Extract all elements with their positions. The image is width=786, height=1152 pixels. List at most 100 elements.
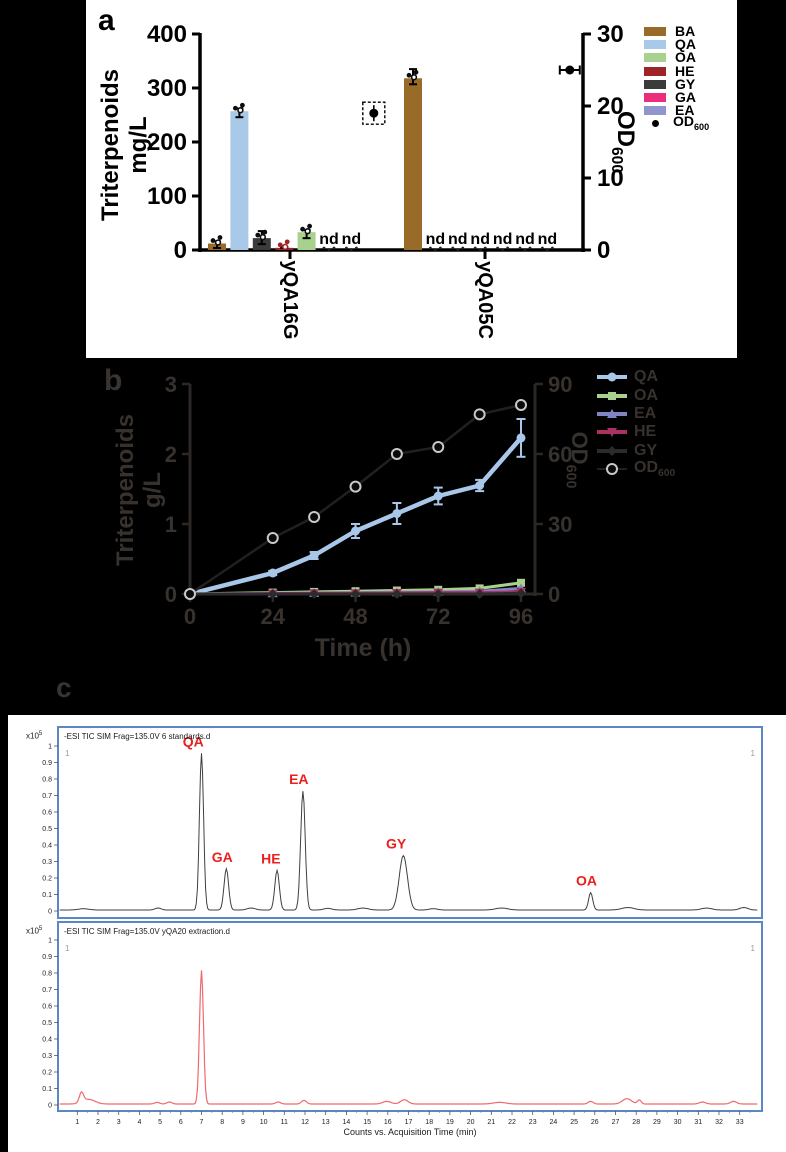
x-tick-label: 24 <box>261 604 286 629</box>
y-tick-label: 0.2 <box>42 876 52 883</box>
x-tick-label: 5 <box>158 1119 162 1126</box>
legend-label: OD600 <box>634 459 676 480</box>
legend-label: QA <box>634 368 658 386</box>
nd-label: nd <box>426 231 446 248</box>
legend-marker-qa <box>597 372 627 382</box>
x-tick-label: 0 <box>184 604 196 629</box>
legend-marker-gy <box>597 445 627 456</box>
bar-qa <box>230 111 249 250</box>
legend-row-he: HE <box>596 423 675 441</box>
replicate-dot-open <box>214 239 222 246</box>
x-tick-label: 26 <box>591 1119 599 1126</box>
legend-marker-oa <box>597 391 627 400</box>
y-left-tick-label: 0 <box>174 237 187 264</box>
x-tick-label: 2 <box>96 1119 100 1126</box>
replicate-dot <box>240 102 245 108</box>
legend-row-gy: GY <box>596 442 675 460</box>
legend-label: BA <box>675 23 696 40</box>
nd-zero-dot <box>461 246 465 250</box>
legend-label: QA <box>675 36 696 53</box>
replicate-dot <box>307 223 312 229</box>
marker-qa <box>309 551 319 560</box>
y-tick-label: 0.8 <box>42 971 52 978</box>
x-tick-label: 32 <box>715 1119 723 1126</box>
x-tick-label: 15 <box>363 1119 371 1126</box>
panel-b-y-right-title: OD600 <box>562 431 592 489</box>
nd-zero-dot <box>528 246 532 250</box>
x-tick-label: 31 <box>694 1119 702 1126</box>
x-tick-label: 27 <box>612 1119 620 1126</box>
replicate-dot <box>210 238 216 243</box>
y-left-tick-label: 200 <box>147 129 187 156</box>
legend-row-ea: EA <box>644 103 709 117</box>
legend-label: OD600 <box>673 112 710 132</box>
marker-gy <box>350 589 361 599</box>
x-tick-label: 23 <box>529 1119 537 1126</box>
y-left-tick-label: 2 <box>165 442 177 467</box>
x-tick-label: 16 <box>384 1119 392 1126</box>
peak-label-ea: EA <box>289 771 308 787</box>
panel-b-x-title: Time (h) <box>314 634 412 662</box>
marker-qa <box>351 526 360 536</box>
legend-row-ea: EA <box>596 405 675 423</box>
color-swatch-ba <box>644 27 666 37</box>
y-right-tick-label: 30 <box>548 512 572 537</box>
x-tick-label: 10 <box>260 1119 268 1126</box>
x-tick-label: 11 <box>281 1119 288 1126</box>
panel-b-y-left-title: Triterpenoids g/L <box>112 413 166 567</box>
y-tick-label: 0.9 <box>42 760 52 767</box>
nd-zero-dot <box>355 246 358 250</box>
bar-ba <box>404 78 422 250</box>
panel-b-letter: b <box>104 364 123 397</box>
nd-zero-dot <box>483 246 487 250</box>
y-right-tick-label: 0 <box>597 237 610 264</box>
series-line-od <box>189 403 522 596</box>
nd-zero-dot <box>327 248 331 251</box>
peak-label-ga: GA <box>212 849 233 865</box>
y-left-title-line2: mg/L <box>125 116 152 174</box>
legend-row-od: OD600 <box>644 114 709 131</box>
marker-od <box>266 532 279 544</box>
legend-row-gy: GY <box>644 75 709 92</box>
legend-label: GY <box>634 441 658 459</box>
x-tick-label: 4 <box>137 1119 141 1126</box>
y-tick-label: 0.6 <box>42 810 52 817</box>
panel-b: b 0 1 2 3 0 30 60 90 0 24 48 72 96 Triterpenoids g/L… <box>0 358 786 715</box>
nd-label: nd <box>342 231 362 248</box>
legend-marker-shape <box>607 428 617 438</box>
y-tick-label: 1 <box>48 938 52 945</box>
legend-row-od: OD600 <box>596 459 676 480</box>
legend-label: GY <box>675 75 696 92</box>
x-tick-label: 21 <box>487 1119 495 1126</box>
y-right-tick-label: 60 <box>548 442 572 467</box>
y-left-title-line1: Triterpenoids <box>97 68 124 222</box>
legend-label: OA <box>634 386 658 404</box>
legend-row-he: HE <box>644 62 709 79</box>
nd-zero-dot <box>546 248 549 251</box>
y-left-tick-label: 1 <box>165 512 177 537</box>
peak-label-qa: QA <box>183 733 204 749</box>
nd-zero-dot <box>501 248 504 251</box>
replicate-dot-open <box>410 74 418 81</box>
y-tick-label: 0.9 <box>42 954 52 961</box>
od600-point <box>369 108 379 118</box>
replicate-dot <box>300 226 305 232</box>
legend-row-qa: QA <box>644 36 709 53</box>
replicate-dot <box>277 242 283 248</box>
od600-point <box>565 65 575 75</box>
segment-mark: 1 <box>65 749 70 758</box>
legend-marker-shape <box>607 372 617 382</box>
nd-zero-dot <box>473 246 477 250</box>
y-left-tick-label: 400 <box>147 21 187 48</box>
y-tick-label: 0.3 <box>42 1053 52 1060</box>
color-swatch-he <box>644 66 666 76</box>
chrom2-title: -ESI TIC SIM Frag=135.0V yQA20 extractio… <box>64 927 230 936</box>
legend-label: HE <box>675 62 695 79</box>
color-swatch-ea <box>644 106 666 116</box>
x-tick-label: 25 <box>570 1119 578 1126</box>
x-tick-label: 12 <box>301 1119 309 1126</box>
marker-od <box>432 441 445 453</box>
x-tick-label: 14 <box>343 1119 351 1126</box>
